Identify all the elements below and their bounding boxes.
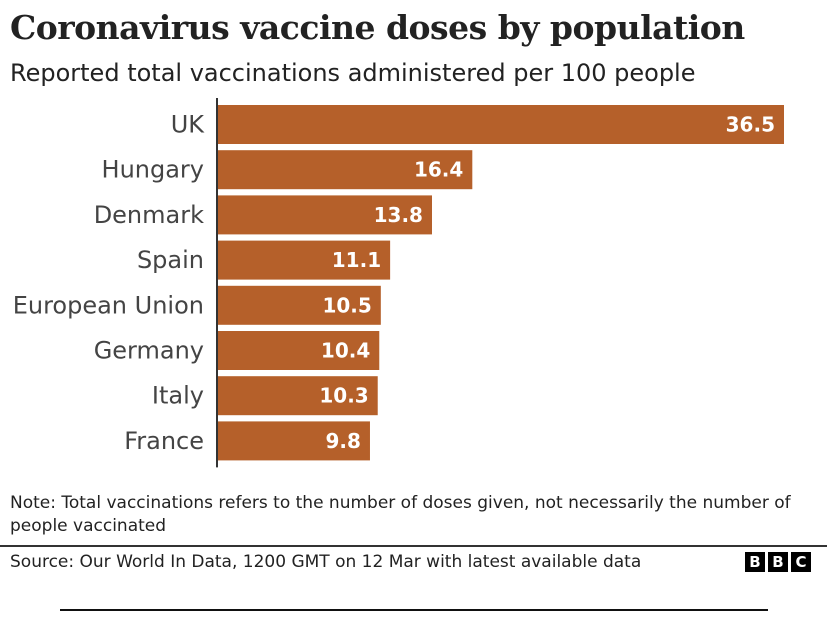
chart-note: Note: Total vaccinations refers to the n… (10, 493, 791, 536)
category-label: Spain (137, 246, 204, 274)
bar-chart: UK 36.5 Hungary 16.4 Denmark 13.8 Spain 11.1 Eur… (13, 98, 784, 468)
category-label: Germany (94, 337, 204, 365)
bar-france (218, 421, 370, 461)
bar-italy (218, 376, 378, 416)
data-label: 11.1 (332, 248, 381, 272)
chart-source: Source: Our World In Data, 1200 GMT on 1… (10, 552, 642, 572)
category-label: France (124, 427, 204, 455)
bar-denmark (218, 195, 432, 235)
bbc-logo-letter: C (791, 552, 811, 572)
bar-hungary (218, 150, 473, 190)
bar-european-union (218, 285, 381, 325)
bar-spain (218, 240, 391, 280)
source-divider (0, 545, 827, 547)
bbc-logo-letter: B (745, 552, 765, 572)
data-label: 10.5 (322, 293, 371, 317)
bbc-logo-letter: B (768, 552, 788, 572)
category-label: European Union (13, 291, 204, 319)
bbc-logo: B B C (745, 552, 811, 572)
bar-uk (218, 105, 784, 144)
data-label: 9.8 (326, 429, 361, 453)
category-label: Italy (152, 382, 204, 410)
data-label: 10.4 (321, 339, 370, 363)
category-label: Denmark (94, 201, 204, 229)
category-label: Hungary (102, 156, 204, 184)
chart-subtitle: Reported total vaccinations administered… (10, 59, 696, 87)
data-label: 36.5 (726, 113, 775, 137)
data-label: 16.4 (414, 158, 463, 182)
bar-germany (218, 331, 380, 370)
chart-title: Coronavirus vaccine doses by population (10, 8, 745, 47)
data-label: 10.3 (319, 384, 368, 408)
category-label: UK (171, 111, 206, 139)
bottom-rule (60, 609, 768, 611)
data-label: 13.8 (374, 203, 423, 227)
